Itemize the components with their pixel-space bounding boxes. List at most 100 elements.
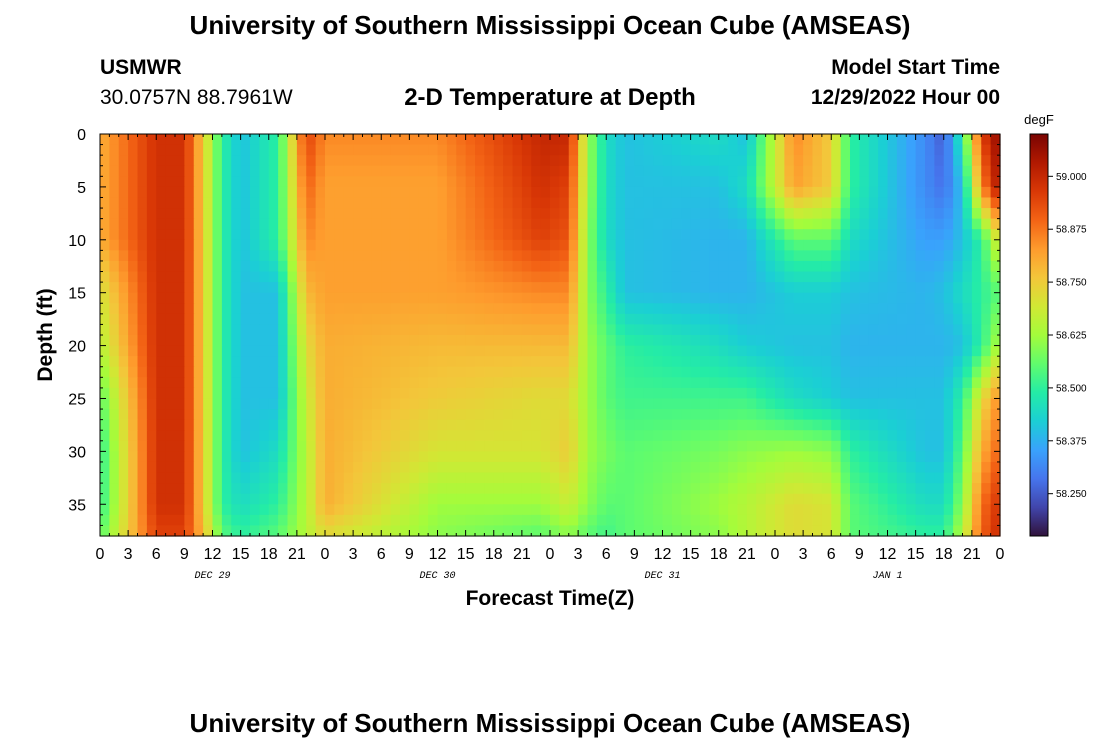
heatmap-cell bbox=[568, 387, 579, 400]
heatmap-cell bbox=[296, 239, 307, 251]
heatmap-cell bbox=[953, 525, 964, 537]
heatmap-cell bbox=[550, 419, 560, 431]
heatmap-cell bbox=[756, 525, 767, 537]
heatmap-cell bbox=[521, 451, 532, 463]
heatmap-cell bbox=[681, 377, 692, 389]
heatmap-cell bbox=[803, 398, 814, 410]
heatmap-cell bbox=[868, 229, 879, 241]
heatmap-cell bbox=[671, 229, 682, 241]
heatmap-cell bbox=[540, 345, 551, 357]
x-tick-label: 18 bbox=[485, 546, 503, 563]
heatmap-cell bbox=[184, 165, 195, 177]
heatmap-cell bbox=[596, 419, 607, 431]
heatmap-cell bbox=[803, 335, 814, 347]
heatmap-cell bbox=[128, 377, 139, 389]
heatmap-cell bbox=[306, 186, 317, 199]
heatmap-cell bbox=[465, 208, 476, 220]
heatmap-cell bbox=[446, 282, 457, 294]
heatmap-cell bbox=[193, 186, 204, 199]
heatmap-cell bbox=[315, 356, 326, 368]
heatmap-cell bbox=[906, 229, 917, 241]
heatmap-cell bbox=[362, 134, 373, 146]
heatmap-cell bbox=[287, 504, 298, 516]
heatmap-cell bbox=[250, 504, 260, 516]
heatmap-cell bbox=[821, 208, 832, 220]
heatmap-cell bbox=[962, 271, 973, 283]
heatmap-cell bbox=[287, 250, 298, 262]
heatmap-cell bbox=[728, 186, 739, 199]
heatmap-cell bbox=[381, 271, 392, 283]
heatmap-cell bbox=[634, 335, 645, 347]
heatmap-cell bbox=[165, 504, 176, 516]
heatmap-cell bbox=[203, 472, 214, 484]
heatmap-cell bbox=[578, 250, 589, 262]
heatmap-cell bbox=[175, 155, 185, 167]
heatmap-cell bbox=[343, 493, 354, 505]
heatmap-cell bbox=[681, 483, 692, 495]
heatmap-cell bbox=[850, 514, 860, 527]
heatmap-cell bbox=[109, 377, 120, 389]
heatmap-cell bbox=[550, 218, 560, 230]
heatmap-cell bbox=[100, 324, 110, 336]
heatmap-cell bbox=[934, 186, 945, 199]
heatmap-cell bbox=[746, 176, 757, 188]
heatmap-cell bbox=[643, 313, 654, 326]
heatmap-cell bbox=[212, 324, 223, 336]
heatmap-cell bbox=[381, 239, 392, 251]
heatmap-cell bbox=[475, 472, 485, 484]
heatmap-cell bbox=[859, 483, 870, 495]
heatmap-cell bbox=[231, 377, 242, 389]
heatmap-cell bbox=[268, 282, 279, 294]
heatmap-cell bbox=[184, 472, 195, 484]
heatmap-cell bbox=[953, 451, 964, 463]
heatmap-cell bbox=[578, 430, 589, 442]
heatmap-cell bbox=[765, 271, 776, 283]
heatmap-cell bbox=[221, 282, 232, 294]
heatmap-cell bbox=[746, 218, 757, 230]
heatmap-cell bbox=[221, 430, 232, 442]
heatmap-cell bbox=[456, 208, 467, 220]
heatmap-cell bbox=[118, 525, 129, 537]
heatmap-cell bbox=[100, 271, 110, 283]
heatmap-cell bbox=[559, 483, 570, 495]
heatmap-cell bbox=[512, 218, 523, 230]
heatmap-cell bbox=[156, 461, 167, 474]
heatmap-cell bbox=[793, 345, 804, 357]
heatmap-cell bbox=[906, 366, 917, 378]
heatmap-cell bbox=[990, 239, 1001, 251]
heatmap-cell bbox=[775, 377, 785, 389]
heatmap-cell bbox=[559, 176, 570, 188]
heatmap-cell bbox=[896, 387, 907, 400]
colorbar-tick-label: 59.000 bbox=[1056, 172, 1087, 183]
heatmap-cell bbox=[484, 356, 495, 368]
heatmap-cell bbox=[765, 419, 776, 431]
heatmap-cell bbox=[278, 282, 289, 294]
heatmap-cell bbox=[296, 525, 307, 537]
heatmap-cell bbox=[643, 366, 654, 378]
heatmap-cell bbox=[915, 134, 926, 146]
heatmap-cell bbox=[634, 440, 645, 452]
heatmap-cell bbox=[840, 218, 851, 230]
heatmap-cell bbox=[615, 430, 626, 442]
heatmap-cell bbox=[643, 292, 654, 304]
heatmap-cell bbox=[868, 335, 879, 347]
heatmap-cell bbox=[240, 208, 251, 220]
heatmap-cell bbox=[137, 197, 148, 209]
heatmap-cell bbox=[231, 335, 242, 347]
heatmap-cell bbox=[981, 377, 992, 389]
heatmap-cell bbox=[362, 472, 373, 484]
heatmap-cell bbox=[550, 398, 560, 410]
heatmap-cell bbox=[690, 229, 701, 241]
heatmap-cell bbox=[625, 208, 635, 220]
heatmap-cell bbox=[625, 155, 635, 167]
heatmap-cell bbox=[465, 398, 476, 410]
heatmap-cell bbox=[690, 377, 701, 389]
heatmap-cell bbox=[184, 335, 195, 347]
heatmap-cell bbox=[915, 409, 926, 421]
heatmap-cell bbox=[934, 324, 945, 336]
heatmap-cell bbox=[634, 144, 645, 156]
heatmap-cell bbox=[428, 356, 439, 368]
heatmap-cell bbox=[409, 197, 420, 209]
heatmap-cell bbox=[840, 197, 851, 209]
heatmap-cell bbox=[484, 313, 495, 326]
